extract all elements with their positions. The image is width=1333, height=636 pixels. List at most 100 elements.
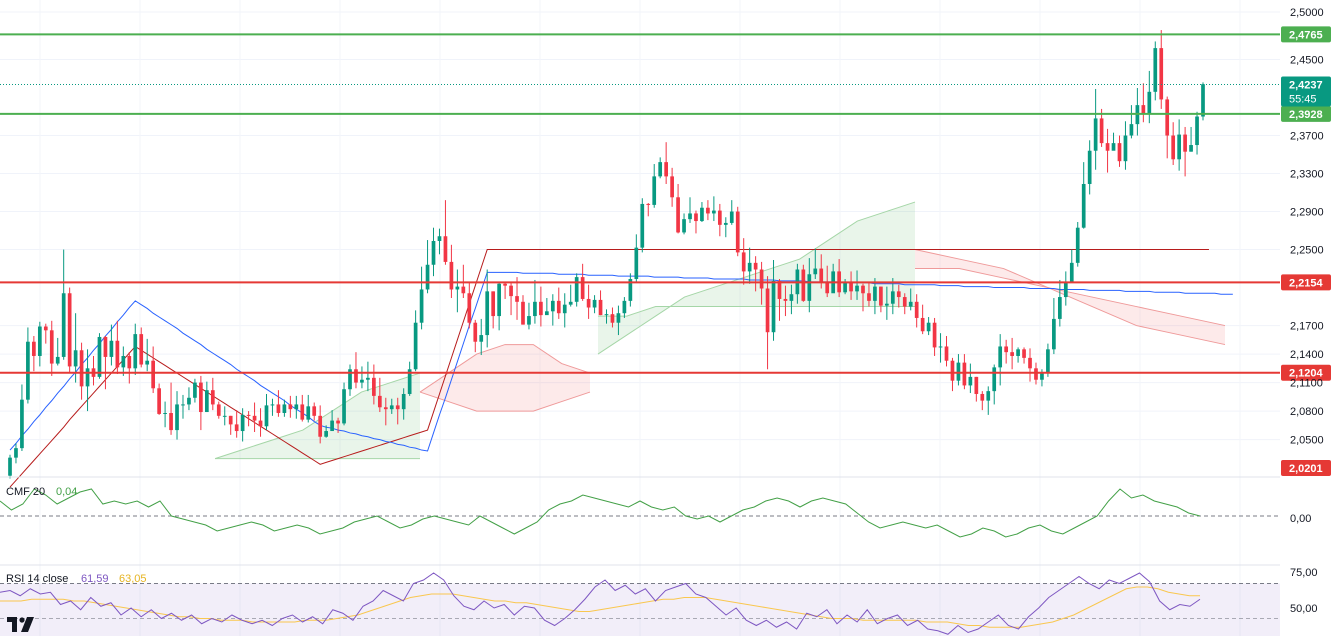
cloud-red-segment (420, 344, 590, 412)
candle (598, 290, 603, 316)
candle (32, 336, 36, 372)
candle-body (908, 301, 913, 307)
price-tick-label: 2,4500 (1290, 55, 1324, 67)
candle-body (1016, 349, 1020, 356)
candle-body (61, 293, 66, 357)
price-tick-label: 2,1700 (1290, 321, 1324, 333)
candle-body (1153, 48, 1158, 92)
candle-body (366, 377, 370, 380)
candle-body (1075, 227, 1080, 263)
candle-body (998, 346, 1003, 368)
candle-body (354, 369, 358, 383)
horizontal-levels: 2,4765 2,3928 2,2154 2,1204 2,4237 55:45 2,020… (0, 26, 1331, 476)
candle-body (199, 382, 203, 413)
level-tag-box (1281, 105, 1331, 122)
candle-body (914, 301, 919, 318)
candle (503, 282, 507, 299)
candle (389, 398, 394, 414)
candle (234, 410, 239, 438)
candle-body (992, 367, 997, 392)
candle-body (204, 390, 209, 413)
candle (431, 227, 436, 277)
tenkan-series (9, 271, 1233, 452)
candle-body (807, 274, 812, 301)
candle-body (646, 203, 651, 205)
cloud-green-segment-edge-b (598, 306, 915, 317)
candle-body (652, 176, 657, 205)
candle (342, 382, 346, 426)
candle-body (491, 291, 496, 317)
candle-body (867, 293, 871, 301)
cloud-red-segment-edge-b (419, 391, 591, 412)
candle-body (1093, 118, 1098, 151)
candle-body (640, 203, 645, 248)
candle-body (1195, 116, 1199, 146)
candle-body (79, 350, 84, 387)
candle (974, 376, 979, 402)
candle-body (706, 207, 710, 214)
candle (1016, 347, 1020, 363)
candle-body (145, 360, 150, 365)
candle-body (974, 376, 979, 394)
candle (109, 324, 114, 366)
candle (401, 388, 406, 420)
candle-body (85, 368, 90, 387)
candle-body (497, 283, 501, 317)
candle (1046, 343, 1050, 377)
candle-body (503, 283, 507, 286)
price-tick-label: 2,0500 (1290, 435, 1324, 447)
candle-body (37, 326, 42, 356)
candle-body (401, 393, 406, 410)
candle-body (258, 420, 263, 427)
candle (968, 363, 973, 394)
candle-body (163, 412, 167, 414)
candle-body (431, 240, 436, 265)
candle (914, 294, 919, 328)
candle (276, 390, 281, 417)
candle (1159, 30, 1164, 109)
candle (682, 213, 686, 235)
candle-body (157, 388, 161, 414)
candle (1081, 162, 1086, 229)
candle (26, 327, 30, 404)
candle-body (97, 336, 102, 377)
candle (783, 285, 788, 317)
candle (37, 321, 42, 367)
kijun-series (9, 249, 1209, 488)
candle (885, 286, 889, 320)
candle-body (1183, 134, 1187, 152)
current-price-tag-countdown: 55:45 (1289, 94, 1317, 106)
candle (890, 278, 895, 315)
candle-body (133, 334, 138, 369)
candle-body (1111, 143, 1116, 151)
candle-body (264, 405, 269, 427)
candle-body (843, 281, 847, 293)
candle (49, 320, 54, 376)
candle-body (1129, 124, 1134, 136)
candle (539, 286, 543, 327)
candle (258, 408, 263, 437)
candle-body (1046, 349, 1050, 373)
candle-body (735, 211, 740, 253)
candle (753, 256, 758, 292)
candle (1004, 339, 1009, 364)
candle-body (419, 289, 424, 323)
candle (1057, 279, 1062, 327)
candle (723, 217, 728, 238)
candle (294, 395, 299, 419)
candle (461, 264, 466, 299)
candle-body (1022, 349, 1026, 358)
candle-body (55, 356, 60, 364)
candle-body (306, 406, 311, 420)
candle (956, 354, 961, 386)
candle (264, 393, 269, 431)
candle-body (980, 393, 985, 401)
candle (85, 349, 90, 412)
candle (1141, 83, 1146, 123)
candle-body (688, 213, 692, 220)
candle (240, 408, 245, 442)
candle (1069, 249, 1074, 283)
candle-body (1177, 134, 1181, 160)
candle-body (634, 247, 639, 280)
